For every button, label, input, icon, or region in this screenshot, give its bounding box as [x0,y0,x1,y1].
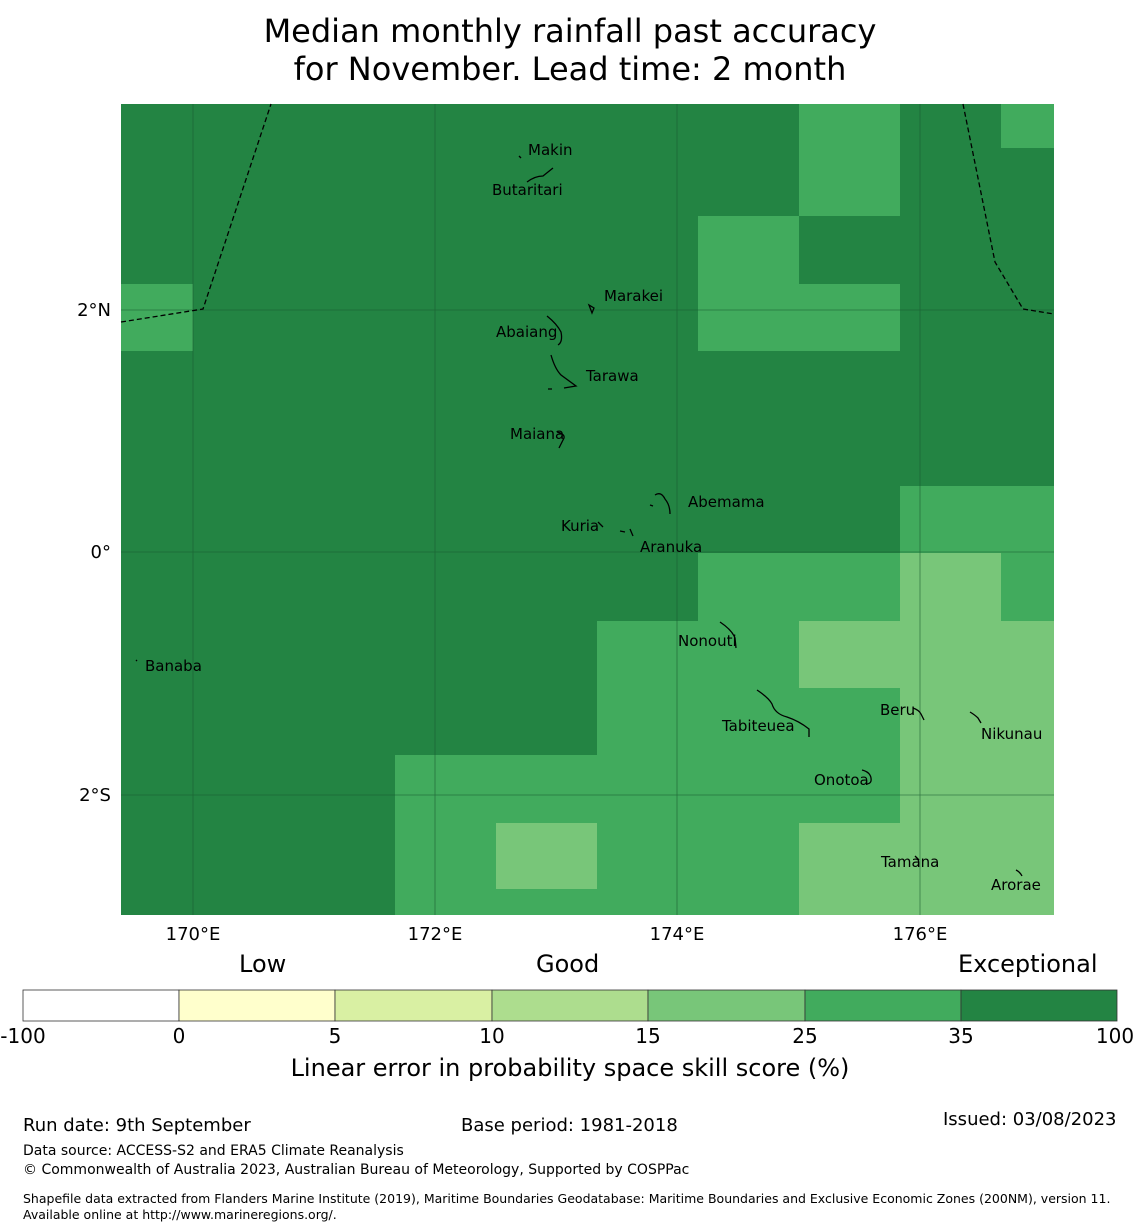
grid-cell [698,553,900,621]
place-label: Nikunau [981,725,1042,743]
eez-boundary [120,103,1055,323]
lon-tick-label: 176°E [893,924,948,945]
grid-cell [698,216,799,351]
colorbar-segment [22,989,180,1022]
shapefile-credit: Shapefile data extracted from Flanders M… [23,1191,1111,1222]
colorbar-tick: 25 [792,1024,818,1048]
place-label: Abemama [688,493,765,511]
colorbar-tick: 5 [328,1024,342,1048]
colorbar-tick: 35 [948,1024,974,1048]
grid-cell [1001,553,1054,621]
grid-cell [799,823,1054,915]
title-line-1: Median monthly rainfall past accuracy [263,12,877,50]
place-label: Banaba [145,657,202,675]
place-label: Nonouti [678,632,737,650]
island-outlines [135,155,1023,877]
colorbar-tick: 0 [172,1024,186,1048]
colorbar-tick: 10 [479,1024,505,1048]
lat-tick-label: 2°S [79,785,111,806]
base-period: Base period: 1981-2018 [461,1115,678,1136]
grid-cell [900,553,1001,621]
grid-cell [1001,104,1054,148]
skill-grid [121,104,1054,915]
grid-cell [900,688,1054,823]
grid-cell [799,104,900,216]
copyright: © Commonwealth of Australia 2023, Austra… [23,1162,690,1178]
place-label: Makin [528,141,573,159]
place-label: Kuria [561,517,599,535]
place-label: Butaritari [492,181,563,199]
grid-cell [799,755,900,823]
run-date: Run date: 9th September [23,1115,251,1136]
colorbar-segment [491,989,649,1022]
colorbar-segment [804,989,962,1022]
gridlines [121,104,1054,915]
grid-cell [799,621,1054,688]
lon-tick-label: 172°E [408,924,463,945]
grid-cell [597,621,799,755]
lat-tick-label: 0° [91,542,111,563]
colorbar-tick: 15 [635,1024,661,1048]
place-label: Abaiang [496,323,557,341]
colorbar-axis-label: Linear error in probability space skill … [290,1054,850,1082]
colorbar-category-low: Low [239,950,287,978]
place-label: Maiana [510,425,564,443]
place-label: Onotoa [814,771,869,789]
colorbar-segment [178,989,336,1022]
place-label: Tarawa [585,367,639,385]
colorbar-segment [647,989,806,1022]
issued-date: Issued: 03/08/2023 [943,1109,1117,1130]
lon-tick-label: 170°E [166,924,221,945]
place-label: Beru [880,701,915,719]
data-source: Data source: ACCESS-S2 and ERA5 Climate … [23,1143,404,1159]
place-label: Tamana [880,853,939,871]
grid-cell [799,688,900,755]
colorbar [22,989,1118,1022]
grid-cell [900,486,1054,553]
colorbar-tick: 100 [1095,1024,1135,1048]
colorbar-segment [334,989,493,1022]
axis-labels: 170°E 172°E 174°E 176°E 2°N 0° 2°S [77,300,947,945]
place-label: Marakei [604,287,663,305]
title-line-2: for November. Lead time: 2 month [293,50,847,88]
map-figure: Makin Butaritari Marakei Abaiang Tarawa … [22,103,1118,1022]
colorbar-tick: -100 [0,1024,46,1048]
colorbar-segment [960,989,1118,1022]
place-label: Tabiteuea [721,717,795,735]
lon-tick-label: 174°E [650,924,705,945]
place-label: Arorae [991,876,1041,894]
grid-cell [121,284,193,351]
place-label: Aranuka [640,538,702,556]
colorbar-category-exceptional: Exceptional [958,950,1098,978]
grid-cell [799,284,900,351]
place-labels: Makin Butaritari Marakei Abaiang Tarawa … [145,141,1042,894]
grid-cell [496,823,597,889]
lat-tick-label: 2°N [77,300,111,321]
colorbar-category-good: Good [536,950,600,978]
